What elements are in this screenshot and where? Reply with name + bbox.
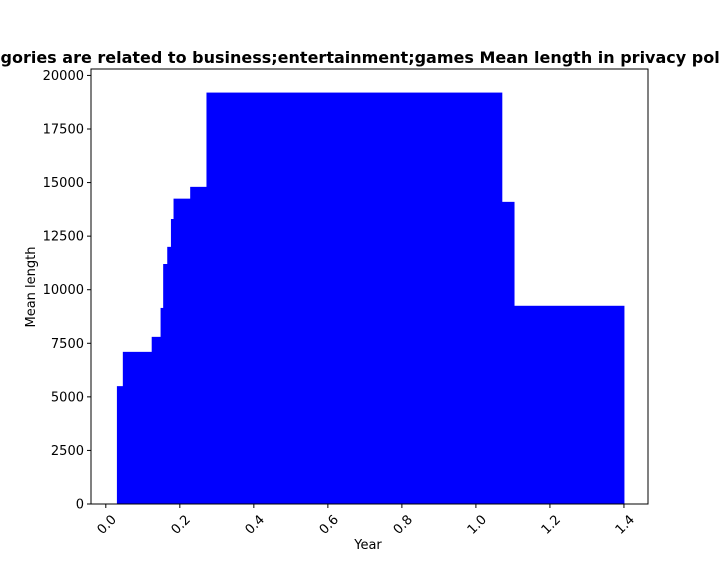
x-tick-label: 1.4 (613, 512, 638, 537)
y-tick-label: 17500 (43, 123, 84, 138)
x-tick-label: 0.8 (391, 512, 416, 537)
plot-area (116, 92, 625, 505)
y-tick-label: 20000 (43, 69, 84, 84)
area-step-1 (122, 351, 153, 504)
y-tick-label: 2500 (51, 444, 84, 459)
area-step-0 (116, 386, 124, 504)
y-tick-label: 12500 (43, 230, 84, 245)
area-step-4 (163, 264, 168, 504)
y-tick-label: 15000 (43, 176, 84, 191)
area-step-2 (151, 336, 162, 504)
x-axis: 0.0 0.2 0.4 0.6 0.8 1.0 1.2 1.4 (95, 504, 638, 538)
x-tick-label: 0.0 (95, 512, 120, 537)
area-step-11 (514, 305, 625, 504)
area-step-7 (173, 198, 191, 504)
y-tick-label: 0 (76, 498, 84, 513)
x-tick-label: 1.0 (465, 512, 490, 537)
y-axis: 0 2500 5000 7500 10000 12500 15000 17500 20000 (43, 69, 91, 513)
x-tick-label: 0.2 (169, 512, 194, 537)
x-tick-label: 0.6 (317, 512, 342, 537)
plot-frame (90, 68, 649, 505)
area-step-8 (190, 186, 207, 504)
area-step-5 (167, 246, 172, 504)
x-axis-label: Year (353, 538, 382, 553)
y-axis-label: Mean length (24, 247, 39, 328)
x-tick-label: 1.2 (539, 512, 564, 537)
y-tick-label: 5000 (51, 390, 84, 405)
area-series (116, 92, 625, 505)
area-step-3 (160, 307, 164, 504)
area-step-9 (206, 92, 503, 505)
chart-title: Categories are related to business;enter… (0, 48, 720, 67)
area-step-6 (170, 219, 175, 504)
y-tick-label: 10000 (43, 283, 84, 298)
y-tick-label: 7500 (51, 337, 84, 352)
x-tick-label: 0.4 (243, 512, 268, 537)
area-step-10 (501, 201, 515, 504)
